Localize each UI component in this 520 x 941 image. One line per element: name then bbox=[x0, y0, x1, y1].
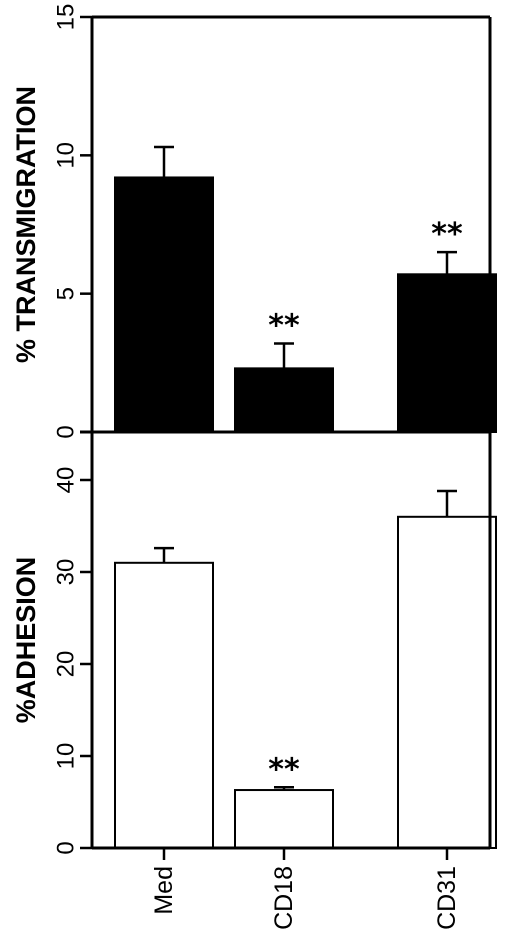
category-label-cd31: CD31 bbox=[433, 866, 461, 930]
bar-top-cd18 bbox=[234, 367, 334, 434]
chart-layer: ** ** 0 5 10 15 % TRANSMIGRATION ** 0 10 20 30 40 %AD… bbox=[11, 4, 497, 930]
ytick-label-top-10: 10 bbox=[53, 142, 80, 169]
significance-bottom-cd18: ** bbox=[268, 752, 300, 787]
ytick-label-top-15: 15 bbox=[53, 4, 80, 31]
ytick-label-top-0: 0 bbox=[53, 425, 80, 438]
ytick-label-bottom-0: 0 bbox=[53, 841, 80, 854]
ytick-label-top-5: 5 bbox=[53, 287, 80, 300]
bar-bottom-cd31 bbox=[397, 515, 497, 849]
ytick-label-bottom-40: 40 bbox=[53, 467, 80, 494]
bar-bottom-med bbox=[114, 561, 214, 849]
ytick-label-bottom-30: 30 bbox=[53, 559, 80, 586]
significance-top-cd18: ** bbox=[268, 308, 300, 343]
ylabel-top: % TRANSMIGRATION bbox=[11, 86, 41, 363]
bar-top-med bbox=[114, 176, 214, 433]
category-label-med: Med bbox=[150, 866, 178, 915]
ytick-label-bottom-10: 10 bbox=[53, 743, 80, 770]
ytick-label-bottom-20: 20 bbox=[53, 651, 80, 678]
significance-top-cd31: ** bbox=[431, 217, 463, 252]
category-label-cd18: CD18 bbox=[270, 866, 298, 930]
bar-top-cd31 bbox=[397, 273, 497, 433]
bar-bottom-cd18 bbox=[234, 789, 334, 849]
ylabel-bottom: %ADHESION bbox=[11, 557, 41, 724]
